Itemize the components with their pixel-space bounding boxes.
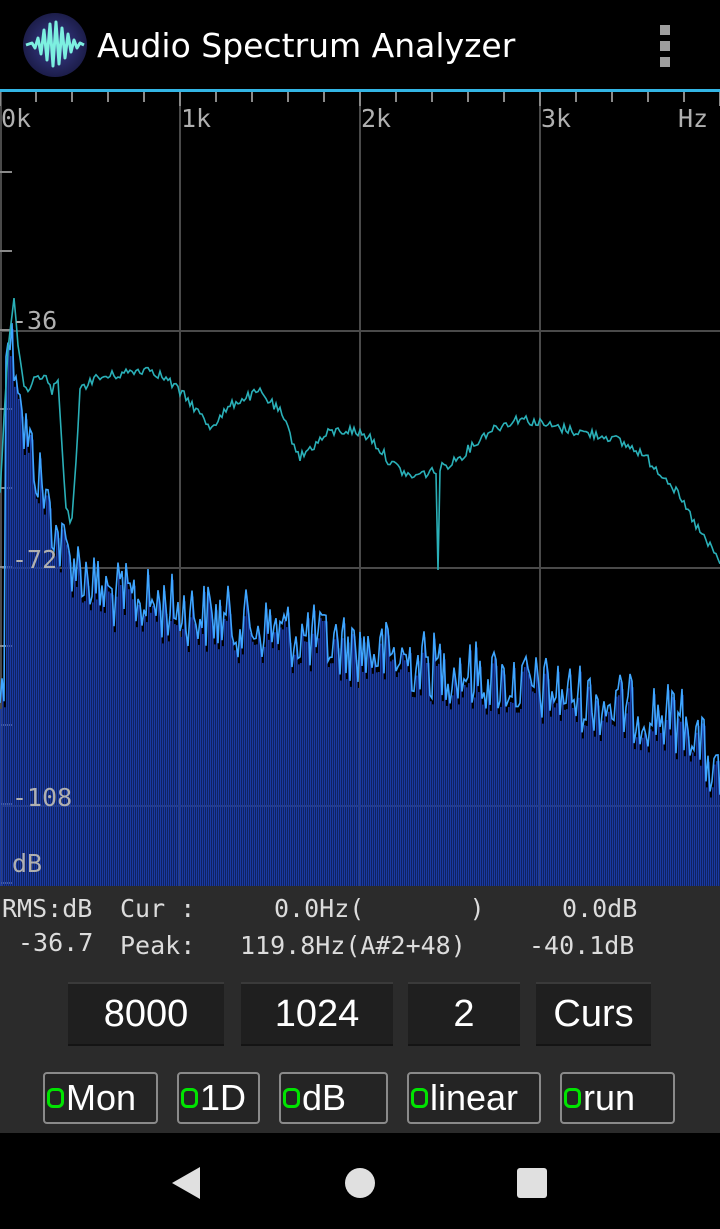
sample-rate-button[interactable]: 8000 xyxy=(68,982,224,1046)
app-bar-divider xyxy=(0,89,720,92)
x-label-unit: Hz xyxy=(678,104,708,133)
db-toggle-label: dB xyxy=(302,1077,347,1118)
y-label-72: -72 xyxy=(12,545,57,574)
linear-toggle[interactable]: linear xyxy=(407,1072,541,1124)
linear-toggle-label: linear xyxy=(430,1077,519,1118)
y-label-36: -36 xyxy=(12,306,57,335)
system-navigation-bar xyxy=(0,1133,720,1229)
y-label-108: -108 xyxy=(12,783,72,812)
average-button[interactable]: 2 xyxy=(408,982,520,1046)
peak-db: -40.1dB xyxy=(529,931,635,960)
cursor-frequency: 0.0Hz( ) xyxy=(274,894,485,923)
view-1d-toggle[interactable]: 1D xyxy=(177,1072,260,1124)
peak-label: Peak: xyxy=(120,931,196,960)
live-spectrum-trace xyxy=(0,323,720,795)
x-label-3k: 3k xyxy=(541,104,571,133)
back-triangle-icon[interactable] xyxy=(166,1163,206,1203)
y-label-unit: dB xyxy=(12,849,42,878)
cursor-button[interactable]: Curs xyxy=(536,982,651,1046)
db-indicator-icon xyxy=(283,1088,300,1108)
waveform-logo-icon xyxy=(22,12,88,78)
peak-hold-trace xyxy=(0,298,720,571)
peak-frequency: 119.8Hz(A#2+48) xyxy=(240,931,466,960)
rms-label: RMS:dB xyxy=(2,894,93,923)
run-toggle[interactable]: run xyxy=(560,1072,675,1124)
cursor-db: 0.0dB xyxy=(562,894,638,923)
home-circle-icon[interactable] xyxy=(340,1163,380,1203)
run-indicator-icon xyxy=(564,1088,581,1108)
monitor-toggle[interactable]: Mon xyxy=(43,1072,158,1124)
cursor-label: Cur : xyxy=(120,894,196,923)
run-toggle-label: run xyxy=(583,1077,636,1118)
app-title: Audio Spectrum Analyzer xyxy=(97,26,516,65)
view-1d-toggle-label: 1D xyxy=(200,1077,247,1118)
x-label-1k: 1k xyxy=(181,104,211,133)
x-label-2k: 2k xyxy=(361,104,391,133)
view-1d-indicator-icon xyxy=(181,1088,198,1108)
spectrum-plot[interactable]: 0k 1k 2k 3k Hz -36 -72 -108 dB xyxy=(0,92,720,886)
db-toggle[interactable]: dB xyxy=(279,1072,388,1124)
monitor-indicator-icon xyxy=(47,1088,64,1108)
app-bar: Audio Spectrum Analyzer xyxy=(0,0,720,90)
monitor-toggle-label: Mon xyxy=(66,1077,137,1118)
rms-value: -36.7 xyxy=(18,928,94,957)
spectrum-bars xyxy=(0,329,720,886)
overflow-menu-icon[interactable] xyxy=(650,22,680,70)
recents-square-icon[interactable] xyxy=(512,1163,552,1203)
fft-length-button[interactable]: 1024 xyxy=(241,982,393,1046)
linear-indicator-icon xyxy=(411,1088,428,1108)
x-label-0k: 0k xyxy=(1,104,31,133)
